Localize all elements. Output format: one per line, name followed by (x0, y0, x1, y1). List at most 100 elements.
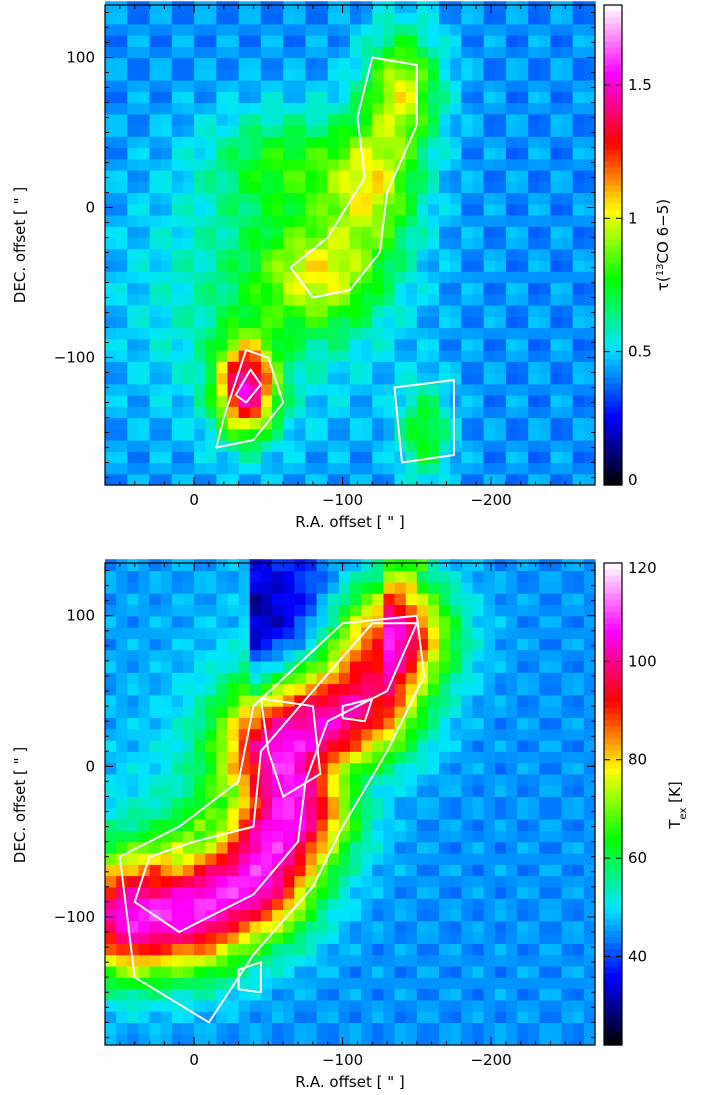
heatmap-cell (450, 305, 462, 317)
heatmap-cell (260, 305, 273, 317)
heatmap-cell (416, 237, 429, 250)
heatmap-cell (561, 988, 574, 1001)
heatmap-cell (105, 694, 117, 707)
heatmap-cell (483, 192, 496, 205)
heatmap-cell (394, 909, 407, 922)
heatmap-cell (327, 751, 340, 764)
heatmap-cell (350, 638, 362, 651)
heatmap-cell (472, 785, 485, 798)
heatmap-cell (138, 406, 151, 419)
heatmap-cell (439, 35, 451, 47)
heatmap-cell (350, 136, 362, 149)
heatmap-cell (327, 706, 340, 718)
heatmap-cell (550, 80, 563, 92)
heatmap-cell (205, 875, 217, 888)
colorbar-segment (604, 695, 622, 703)
heatmap-cell (383, 807, 396, 820)
heatmap-cell (550, 864, 563, 877)
colorbar-tick-label: 100 (628, 652, 657, 670)
heatmap-cell (249, 1011, 262, 1024)
heatmap-cell (182, 305, 195, 317)
heatmap-cell (539, 627, 552, 639)
heatmap-cell (539, 796, 552, 809)
heatmap-cell (528, 338, 540, 351)
heatmap-cell (350, 570, 362, 583)
heatmap-cell (171, 260, 184, 272)
heatmap-cell (227, 248, 240, 261)
heatmap-cell (517, 909, 529, 922)
heatmap-cell (327, 473, 340, 486)
heatmap-cell (439, 807, 451, 820)
heatmap-cell (461, 909, 474, 922)
heatmap-cell (427, 954, 440, 967)
heatmap-cell (238, 1033, 251, 1046)
heatmap-cell (194, 999, 206, 1012)
heatmap-cell (528, 807, 540, 820)
heatmap-cell (194, 327, 206, 340)
heatmap-cell (116, 440, 128, 452)
heatmap-cell (283, 91, 295, 104)
heatmap-cell (138, 192, 151, 205)
colorbar-segment (604, 167, 622, 174)
heatmap-cell (260, 406, 273, 419)
heatmap-cell (160, 672, 173, 685)
heatmap-cell (283, 248, 295, 261)
heatmap-cell (260, 807, 273, 820)
heatmap-cell (171, 113, 184, 126)
heatmap-cell (505, 12, 518, 25)
heatmap-cell (583, 113, 596, 126)
heatmap-cell (450, 559, 462, 572)
heatmap-cell (528, 451, 540, 464)
heatmap-cell (350, 683, 362, 696)
heatmap-cell (517, 305, 529, 317)
heatmap-cell (338, 841, 351, 854)
heatmap-cell (260, 965, 273, 978)
heatmap-cell (450, 909, 462, 922)
heatmap-cell (450, 215, 462, 227)
heatmap-cell (260, 102, 273, 115)
heatmap-cell (505, 604, 518, 617)
heatmap-cell (517, 102, 529, 115)
heatmap-cell (105, 683, 117, 696)
heatmap-cell (116, 192, 128, 205)
heatmap-cell (505, 728, 518, 741)
heatmap-cell (383, 215, 396, 227)
heatmap-cell (249, 248, 262, 261)
heatmap-cell (105, 1033, 117, 1046)
heatmap-cell (539, 282, 552, 295)
heatmap-cell (105, 350, 117, 362)
heatmap-cell (283, 898, 295, 911)
heatmap-cell (528, 305, 540, 317)
heatmap-cell (350, 627, 362, 639)
heatmap-cell (216, 473, 229, 486)
heatmap-cell (550, 428, 563, 441)
heatmap-cell (327, 338, 340, 351)
heatmap-cell (160, 395, 173, 407)
heatmap-cell (517, 361, 529, 374)
heatmap-cell (305, 819, 318, 831)
heatmap-cell (494, 999, 507, 1012)
heatmap-cell (461, 136, 474, 149)
heatmap-cell (216, 248, 229, 261)
heatmap-cell (416, 102, 429, 115)
heatmap-cell (138, 136, 151, 149)
heatmap-cell (216, 271, 229, 284)
heatmap-cell (528, 920, 540, 933)
heatmap-cell (194, 796, 206, 809)
heatmap-cell (383, 440, 396, 452)
heatmap-cell (338, 898, 351, 911)
heatmap-cell (539, 35, 552, 47)
heatmap-cell (171, 977, 184, 990)
heatmap-cell (116, 338, 128, 351)
heatmap-cell (171, 23, 184, 36)
heatmap-cell (427, 383, 440, 396)
heatmap-cell (338, 1033, 351, 1046)
heatmap-cell (394, 706, 407, 718)
heatmap-cell (561, 638, 574, 651)
heatmap-cell (338, 943, 351, 956)
colorbar-segment (604, 227, 622, 234)
heatmap-cell (439, 739, 451, 752)
heatmap-cell (583, 136, 596, 149)
heatmap-cell (227, 638, 240, 651)
heatmap-cell (260, 570, 273, 583)
